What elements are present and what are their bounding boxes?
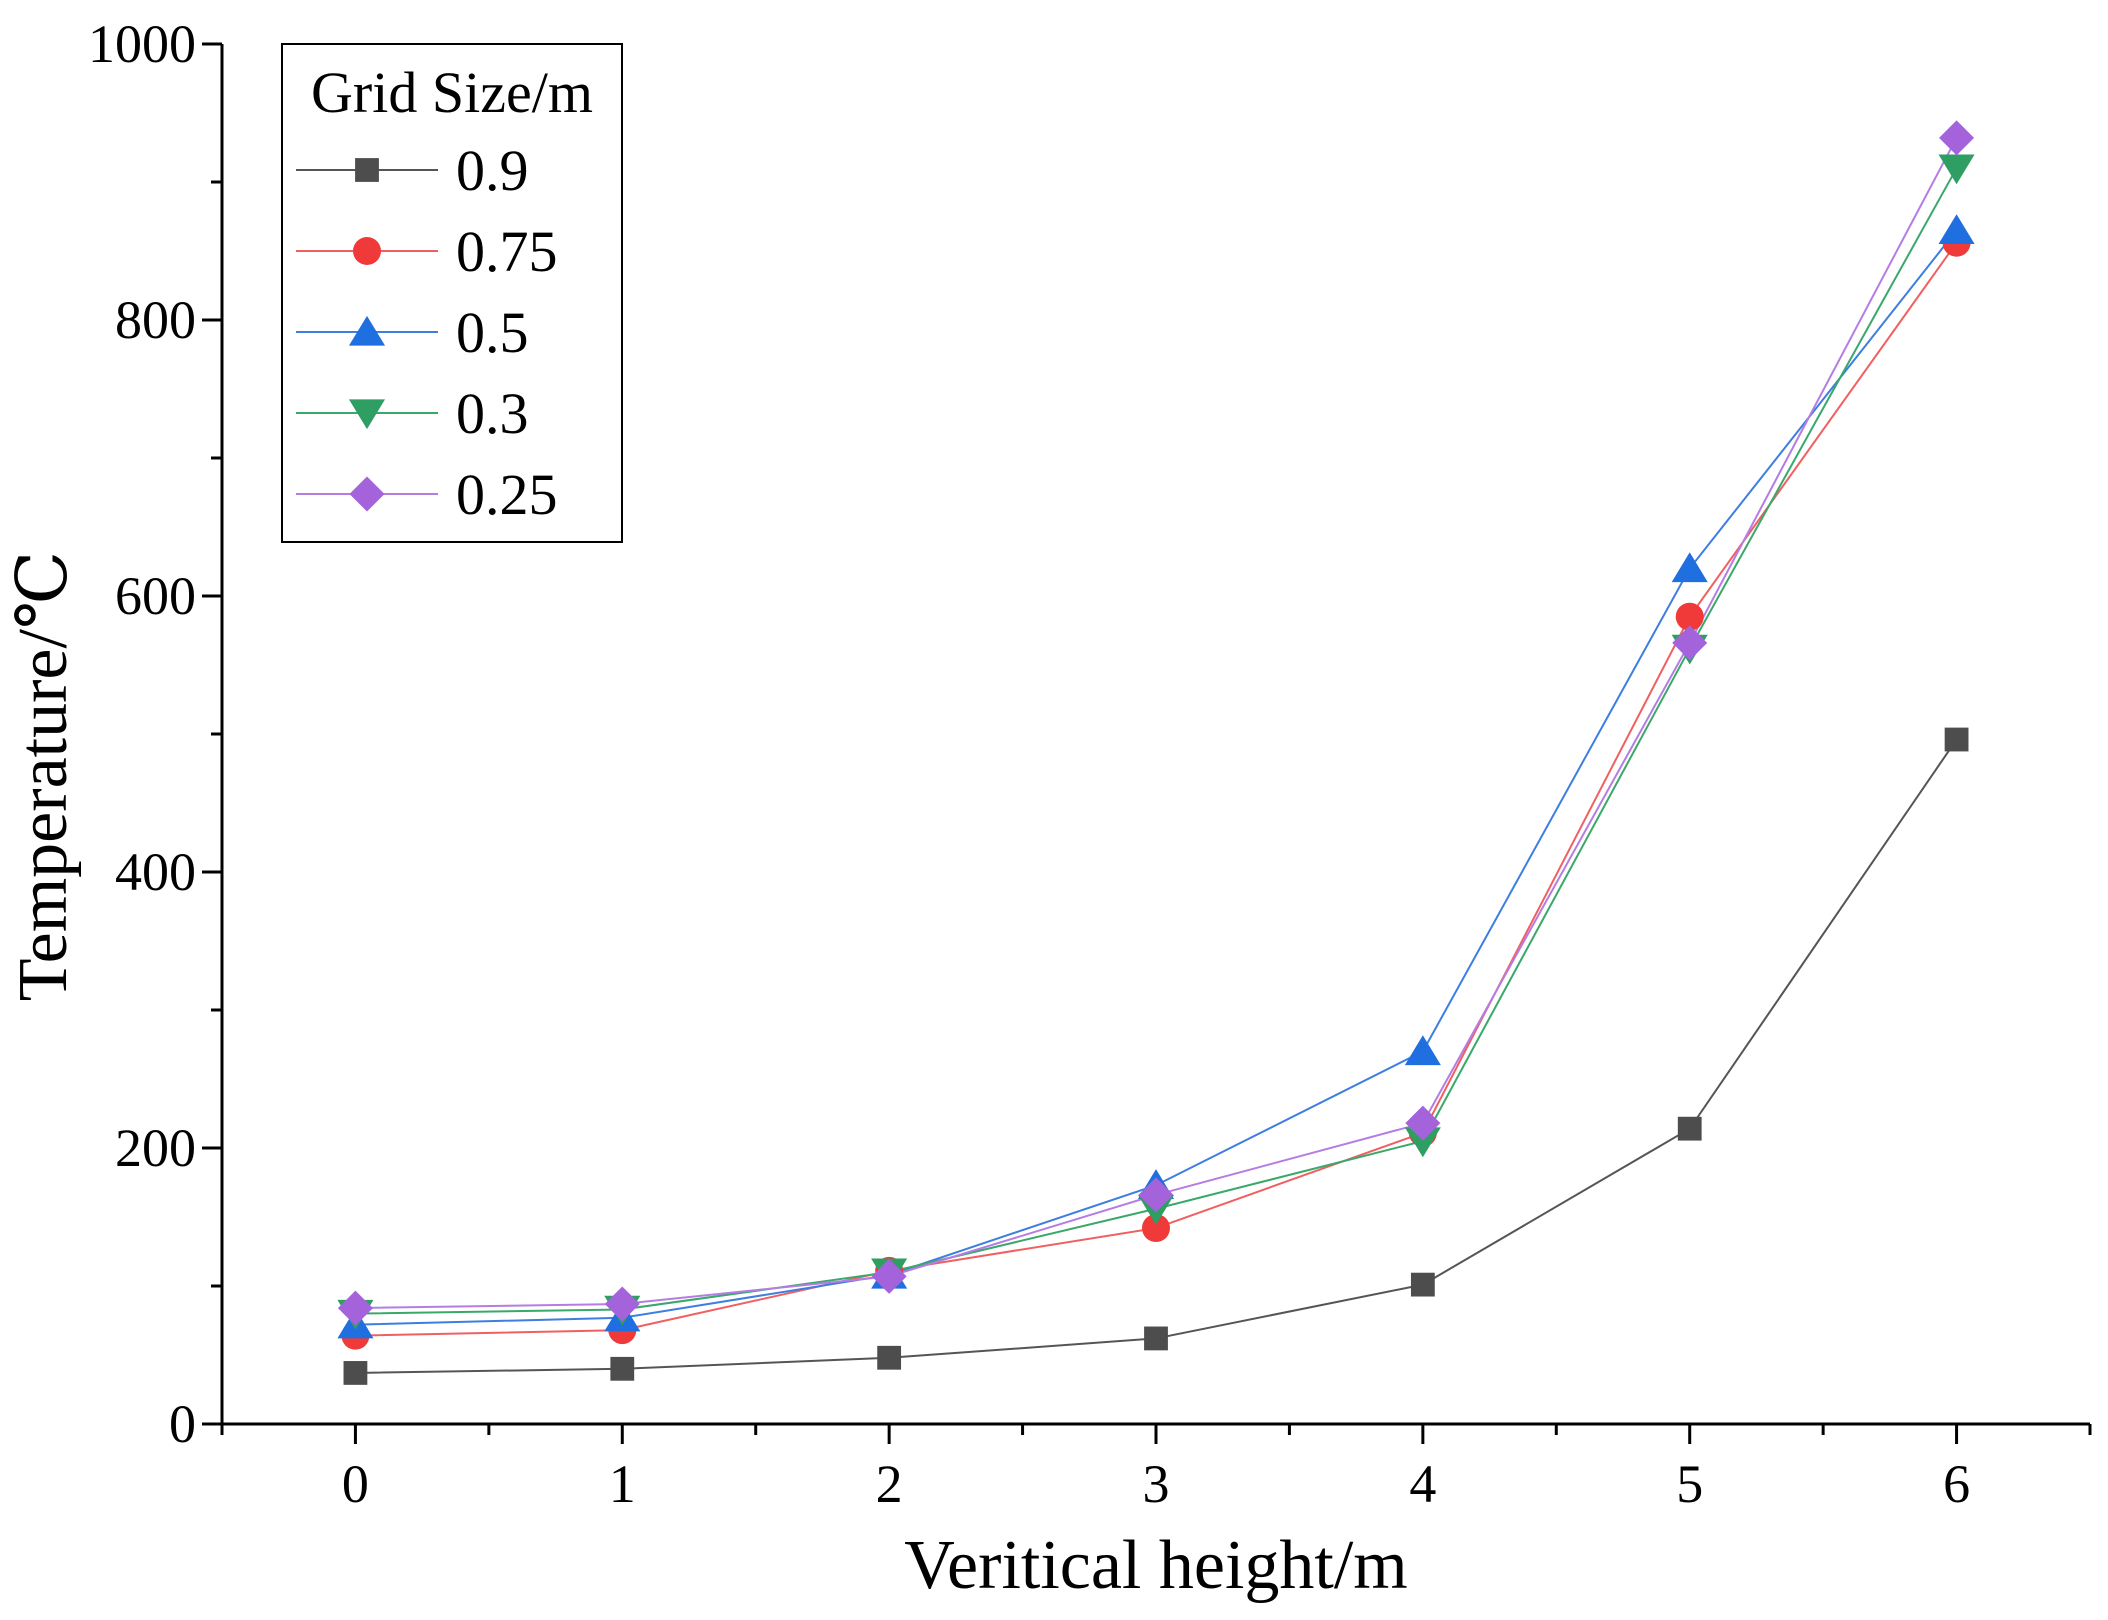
legend-label: 0.25 xyxy=(456,462,558,527)
legend-entries: 0.9 0.75 0.5 0.3 0.25 xyxy=(296,138,558,527)
y-tick-label: 200 xyxy=(115,1118,196,1178)
legend-marker xyxy=(355,158,379,182)
legend-title: Grid Size/m xyxy=(311,60,593,125)
x-tick-label: 1 xyxy=(609,1454,636,1514)
legend-entry-0.25: 0.25 xyxy=(296,462,558,527)
y-tick-label: 1000 xyxy=(88,14,196,74)
legend-marker xyxy=(348,399,386,430)
data-point xyxy=(1671,552,1708,583)
data-point xyxy=(871,1258,907,1294)
y-tick-label: 0 xyxy=(169,1394,196,1454)
legend-label: 0.9 xyxy=(456,138,529,203)
data-point xyxy=(610,1356,635,1381)
series-markers-0.9 xyxy=(343,727,1969,1385)
data-point xyxy=(1672,625,1708,661)
x-tick-label: 2 xyxy=(876,1454,903,1514)
series-line xyxy=(355,738,1958,1374)
legend: Grid Size/m 0.9 0.75 0.5 0.3 0.25 xyxy=(281,43,623,543)
data-point xyxy=(604,1286,640,1322)
series-0.9 xyxy=(355,738,1958,1374)
data-point xyxy=(1675,602,1704,631)
x-tick-label: 5 xyxy=(1676,1454,1703,1514)
data-point xyxy=(1677,1116,1702,1141)
legend-marker xyxy=(353,237,381,265)
x-axis-title: Veritical height/m xyxy=(904,1527,1407,1604)
data-point xyxy=(1939,120,1975,156)
legend-marker xyxy=(349,476,385,512)
data-point xyxy=(877,1345,902,1370)
legend-label: 0.3 xyxy=(456,381,529,446)
x-tick-label: 6 xyxy=(1943,1454,1970,1514)
y-tick-label: 400 xyxy=(115,842,196,902)
y-tick-label: 800 xyxy=(115,290,196,350)
legend-label: 0.5 xyxy=(456,300,529,365)
series-markers-0.25 xyxy=(337,120,1975,1326)
y-tick-label: 600 xyxy=(115,566,196,626)
legend-entry-0.3: 0.3 xyxy=(296,381,529,446)
legend-box xyxy=(281,43,623,543)
series-layer xyxy=(337,120,1975,1385)
legend-entry-0.75: 0.75 xyxy=(296,219,558,284)
data-point xyxy=(1404,1127,1441,1158)
data-point xyxy=(1938,214,1975,244)
x-tick-label: 4 xyxy=(1409,1454,1436,1514)
data-point xyxy=(1405,1105,1441,1141)
legend-entry-0.5: 0.5 xyxy=(296,300,529,365)
y-axis-title: Temperature/℃ xyxy=(5,551,82,1001)
legend-marker xyxy=(348,315,386,346)
data-point xyxy=(1410,1272,1435,1297)
data-point xyxy=(1944,727,1969,752)
data-point xyxy=(337,1290,373,1326)
x-tick-label: 0 xyxy=(342,1454,369,1514)
data-point xyxy=(1404,1035,1441,1066)
axes-layer: 0 1 2 3 4 5 6 0 200 400 600 800 1000 xyxy=(88,14,2092,1514)
x-tick-label: 3 xyxy=(1143,1454,1170,1514)
legend-label: 0.75 xyxy=(456,219,558,284)
data-point xyxy=(1144,1326,1168,1351)
data-point xyxy=(1142,1214,1170,1243)
legend-entry-0.9: 0.9 xyxy=(296,138,529,203)
data-point xyxy=(343,1361,368,1385)
data-point xyxy=(1938,154,1975,185)
data-point xyxy=(1138,1177,1174,1213)
